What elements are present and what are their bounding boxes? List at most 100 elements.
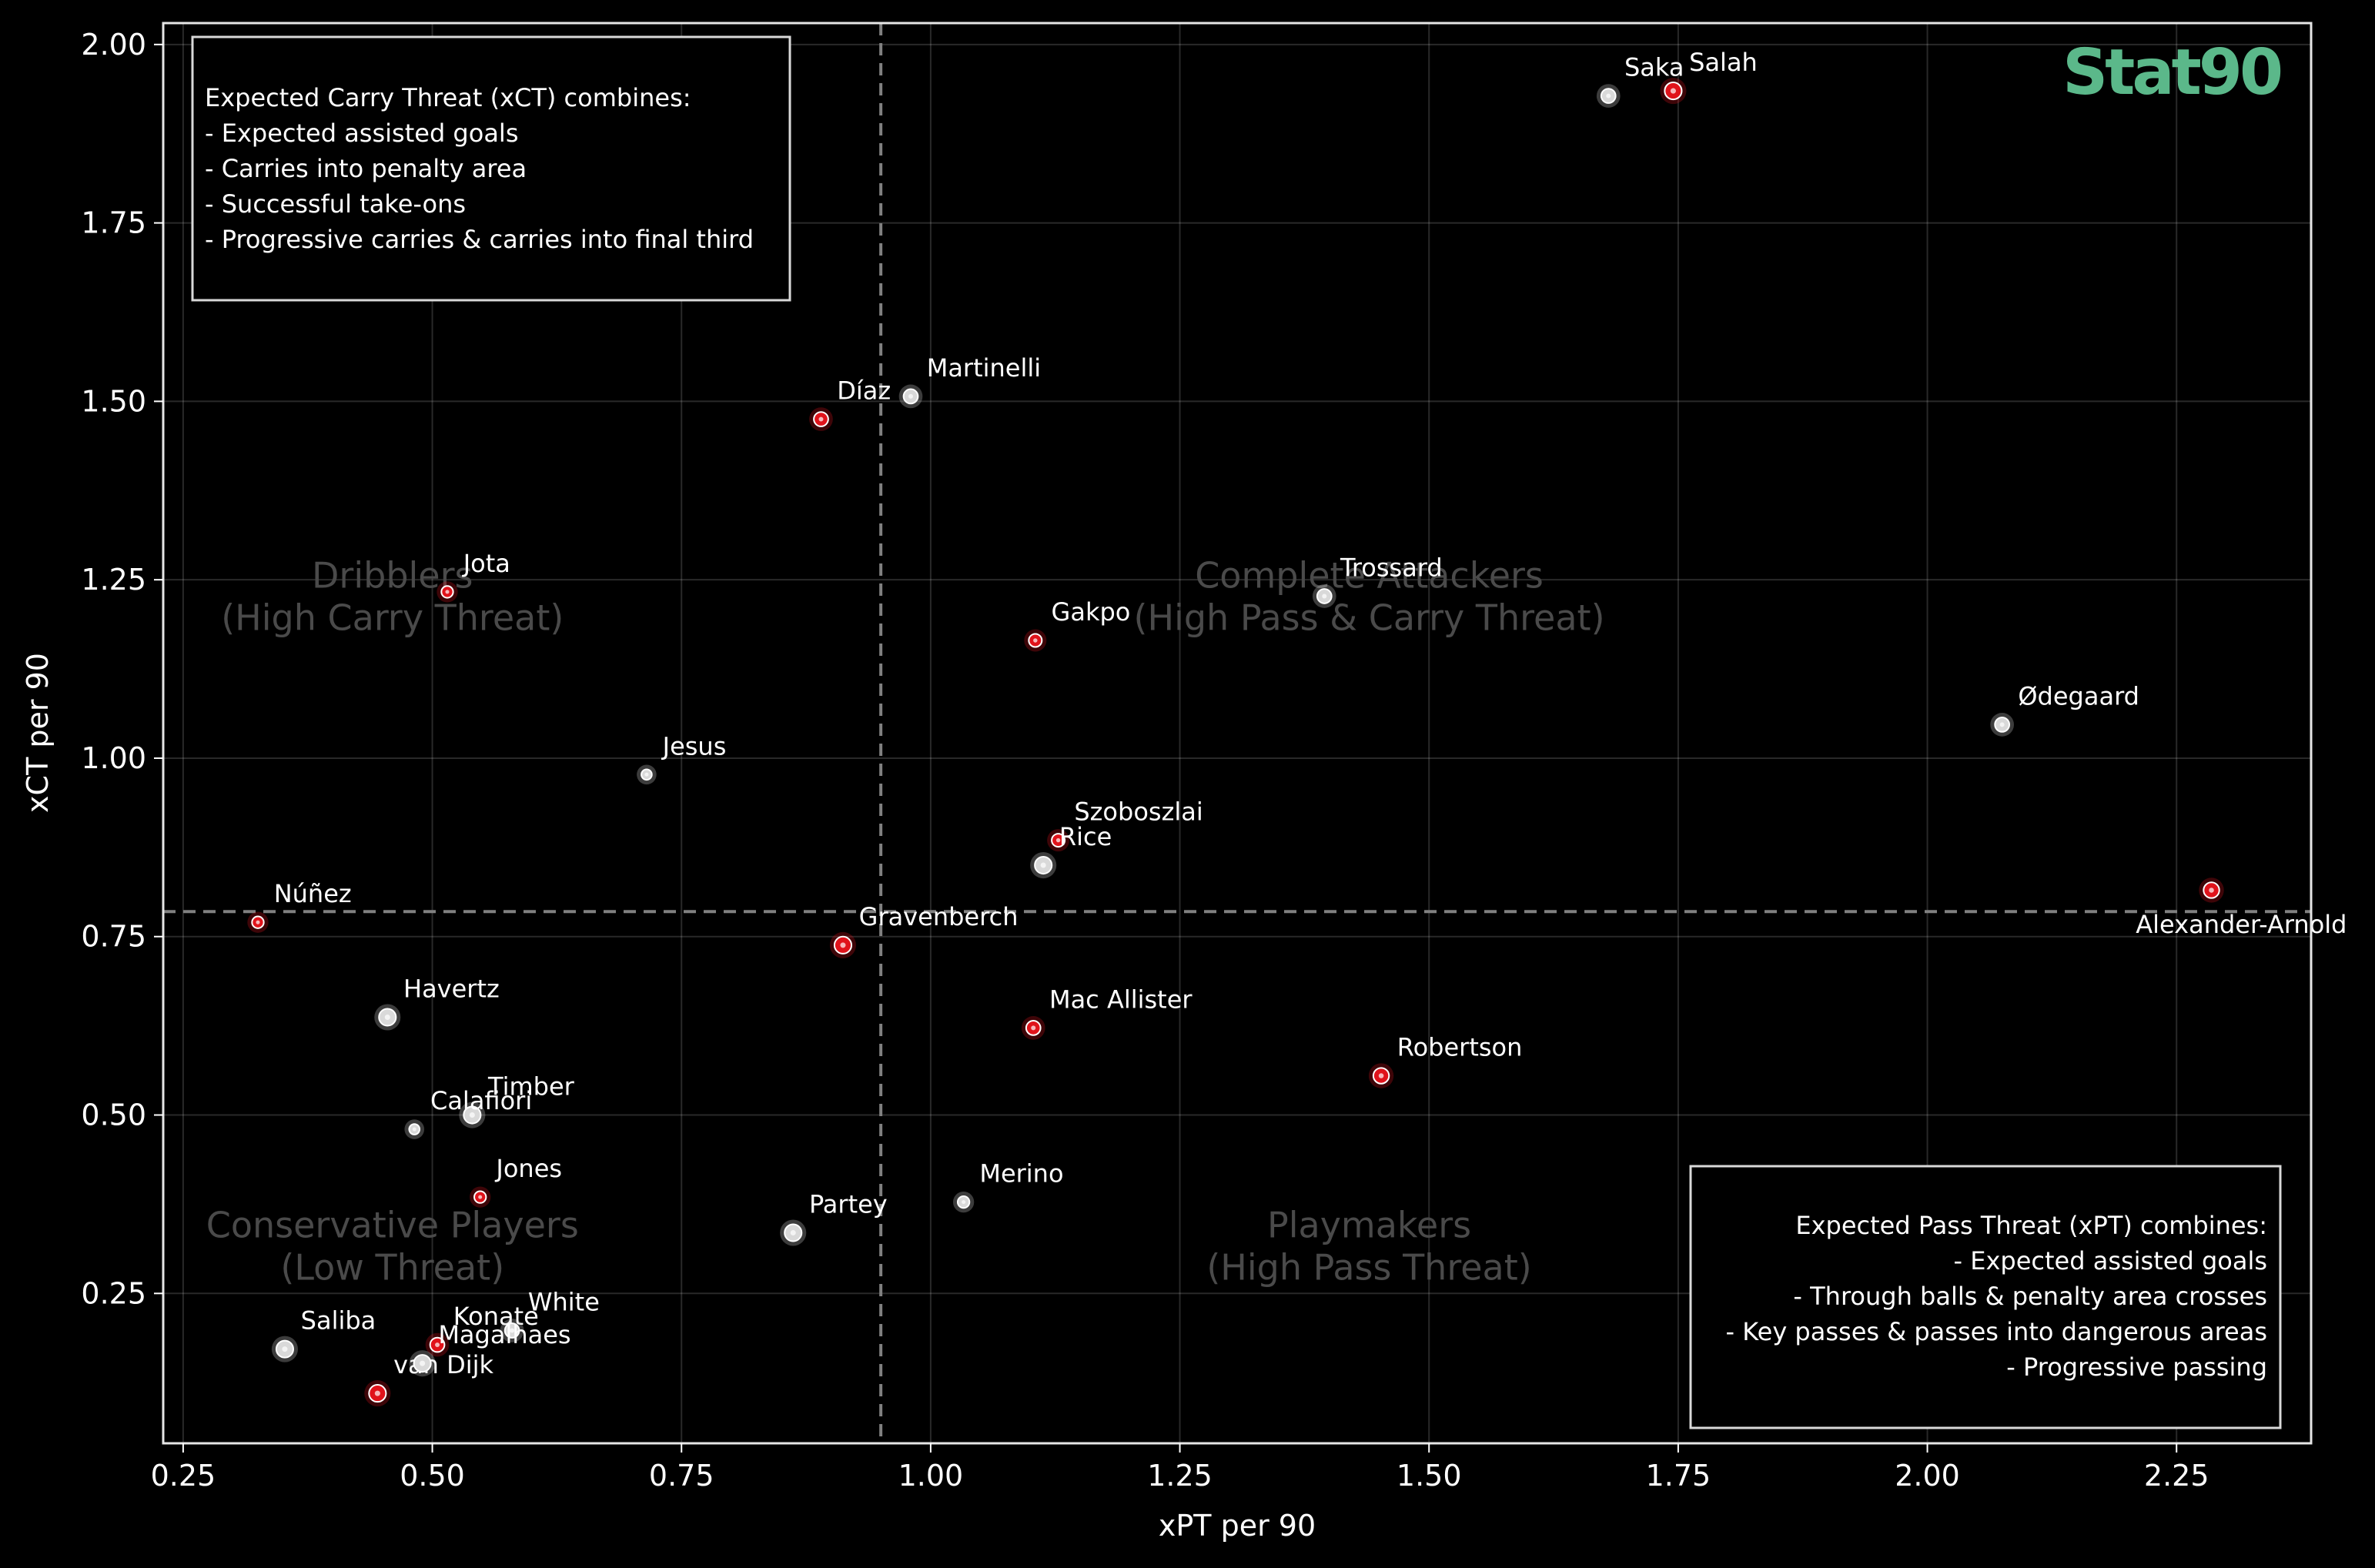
quadrant-label-complete-attackers: Complete Attackers — [1195, 555, 1544, 597]
point-center — [818, 416, 824, 422]
point-label: Gakpo — [1052, 597, 1131, 627]
x-tick-label: 1.75 — [1646, 1459, 1711, 1493]
point-center — [1378, 1073, 1384, 1078]
point-center — [374, 1390, 380, 1396]
carry-info-line: - Carries into penalty area — [205, 154, 527, 183]
carry-info-line: - Expected assisted goals — [205, 119, 518, 148]
x-tick-label: 2.00 — [1895, 1459, 1960, 1493]
point-center — [1999, 722, 2005, 727]
point-label: White — [528, 1288, 600, 1317]
point-center — [1055, 837, 1061, 843]
x-tick-label: 1.00 — [898, 1459, 964, 1493]
y-tick-label: 1.50 — [81, 384, 146, 418]
point-label: Konate — [453, 1302, 539, 1331]
point-center — [1033, 638, 1038, 643]
carry-info-line: - Progressive carries & carries into fin… — [205, 225, 754, 254]
y-axis: 0.25 0.50 0.75 1.00 1.25 1.50 1.75 2.00 — [81, 28, 163, 1310]
point-center — [469, 1112, 475, 1118]
x-tick-label: 1.50 — [1397, 1459, 1462, 1493]
point-label: Szoboszlai — [1074, 797, 1203, 827]
point-center — [962, 1200, 966, 1205]
y-tick-label: 1.25 — [81, 563, 146, 597]
point-label: Calafiori — [430, 1086, 532, 1115]
pass-info-line: Expected Pass Threat (xPT) combines: — [1795, 1211, 2267, 1240]
point-label: Martinelli — [927, 353, 1041, 383]
point-label: Alexander-Arnold — [2136, 910, 2347, 939]
pass-info-line: - Key passes & passes into dangerous are… — [1726, 1317, 2267, 1346]
point-label: Havertz — [403, 975, 500, 1004]
point-label: Jones — [494, 1154, 562, 1183]
point-center — [435, 1342, 440, 1348]
pass-info-line: - Progressive passing — [2006, 1352, 2267, 1382]
y-tick-label: 2.00 — [81, 28, 146, 62]
carry-info-box: Expected Carry Threat (xCT) combines: - … — [191, 35, 791, 302]
point-label: Trossard — [1340, 553, 1443, 583]
quadrant-label-playmakers: Playmakers — [1267, 1204, 1471, 1245]
x-axis-title: xPT per 90 — [1159, 1509, 1316, 1543]
point-center — [256, 920, 260, 924]
y-tick-label: 0.75 — [81, 920, 146, 954]
x-axis: 0.25 0.50 0.75 1.00 1.25 1.50 1.75 2.00 2.25 — [151, 1443, 2209, 1493]
point-center — [2209, 888, 2214, 893]
pass-info-box: Expected Pass Threat (xPT) combines: - E… — [1689, 1165, 2282, 1429]
point-label: van Dijk — [393, 1350, 493, 1379]
point-label: Salah — [1689, 48, 1758, 77]
point-center — [384, 1014, 390, 1021]
point-center — [840, 942, 846, 948]
point-center — [1040, 862, 1046, 868]
point-label: Ødegaard — [2018, 681, 2139, 710]
point-label: Merino — [979, 1159, 1063, 1189]
brand-logo: Stat90 — [2062, 36, 2281, 109]
point-center — [644, 772, 649, 777]
x-tick-label: 0.25 — [151, 1459, 216, 1493]
pass-info-line: - Through balls & penalty area crosses — [1793, 1282, 2267, 1311]
point-label: Timber — [487, 1072, 575, 1102]
reference-lines — [163, 23, 2311, 1443]
carry-info-frame — [191, 35, 791, 302]
point-center — [420, 1360, 426, 1366]
point-center — [445, 590, 450, 594]
point-center — [510, 1328, 515, 1333]
point-center — [790, 1229, 796, 1236]
carry-info-line: - Successful take-ons — [205, 189, 466, 219]
point-label: Mac Allister — [1049, 985, 1193, 1014]
data-points: Salah Díaz Jota Gakpo Szoboszlai Alexander-Ar… — [247, 48, 2347, 1407]
point-center — [412, 1127, 416, 1132]
quadrant-label-playmakers: (High Pass Threat) — [1206, 1246, 1531, 1288]
y-tick-label: 0.25 — [81, 1276, 146, 1310]
carry-info-line: Expected Carry Threat (xCT) combines: — [205, 83, 691, 112]
y-tick-label: 1.75 — [81, 206, 146, 240]
quadrant-label-complete-attackers: (High Pass & Carry Threat) — [1134, 597, 1605, 639]
quadrant-label-conservative: (Low Threat) — [280, 1246, 504, 1288]
point-center — [478, 1195, 483, 1199]
point-label: Jesus — [661, 731, 727, 761]
point-label: Gravenberch — [859, 902, 1019, 931]
point-label: Robertson — [1397, 1033, 1523, 1062]
y-axis-title: xCT per 90 — [21, 653, 55, 813]
y-tick-label: 1.00 — [81, 741, 146, 775]
point-center — [1322, 593, 1327, 599]
quadrant-label-conservative: Conservative Players — [206, 1204, 579, 1245]
point-label: Núñez — [274, 879, 352, 908]
point-center — [1031, 1025, 1036, 1031]
point-center — [908, 393, 913, 399]
y-tick-label: 0.50 — [81, 1098, 146, 1132]
point-label: Rice — [1059, 822, 1112, 851]
quadrant-label-dribblers: (High Carry Threat) — [221, 597, 564, 639]
point-label: Jota — [462, 549, 510, 578]
point-label: Saka — [1624, 53, 1684, 82]
point-label: Díaz — [837, 376, 891, 406]
plot-frame — [162, 22, 2313, 1445]
point-label: Partey — [809, 1190, 888, 1219]
x-tick-label: 1.25 — [1147, 1459, 1213, 1493]
x-tick-label: 0.50 — [400, 1459, 465, 1493]
point-center — [282, 1346, 288, 1352]
point-label: Saliba — [301, 1306, 376, 1336]
pass-info-frame — [1689, 1165, 2282, 1429]
point-label: Magalhaes — [438, 1320, 570, 1349]
point-center — [1670, 88, 1676, 94]
x-tick-label: 0.75 — [649, 1459, 714, 1493]
point-center — [1606, 93, 1611, 99]
x-tick-label: 2.25 — [2144, 1459, 2209, 1493]
